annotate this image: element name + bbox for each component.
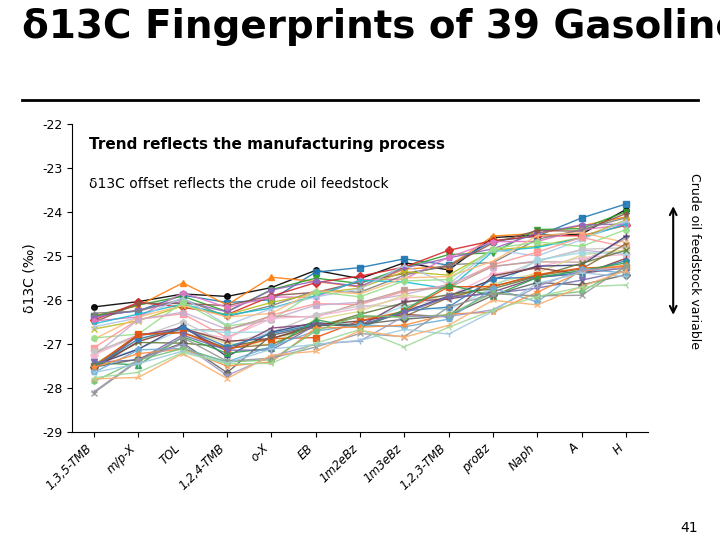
Text: 41: 41 xyxy=(681,521,698,535)
Text: Crude oil feedstock variable: Crude oil feedstock variable xyxy=(688,172,701,348)
Text: δ13C Fingerprints of 39 Gasolines: δ13C Fingerprints of 39 Gasolines xyxy=(22,8,720,46)
Y-axis label: δ13C (‰): δ13C (‰) xyxy=(22,243,36,313)
Text: Trend reflects the manufacturing process: Trend reflects the manufacturing process xyxy=(89,137,445,152)
Text: δ13C offset reflects the crude oil feedstock: δ13C offset reflects the crude oil feeds… xyxy=(89,177,389,191)
